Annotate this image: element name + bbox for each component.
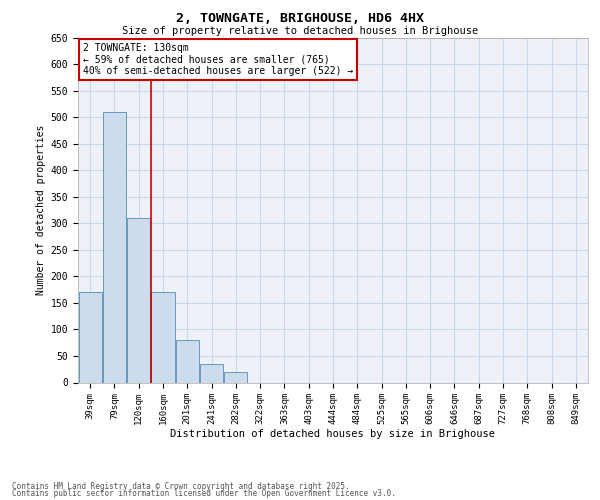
Bar bbox=[224, 372, 247, 382]
Bar bbox=[127, 218, 150, 382]
Text: 2, TOWNGATE, BRIGHOUSE, HD6 4HX: 2, TOWNGATE, BRIGHOUSE, HD6 4HX bbox=[176, 12, 424, 26]
Bar bbox=[151, 292, 175, 382]
X-axis label: Distribution of detached houses by size in Brighouse: Distribution of detached houses by size … bbox=[170, 428, 496, 438]
Text: 2 TOWNGATE: 130sqm
← 59% of detached houses are smaller (765)
40% of semi-detach: 2 TOWNGATE: 130sqm ← 59% of detached hou… bbox=[83, 42, 353, 76]
Bar bbox=[200, 364, 223, 382]
Text: Contains public sector information licensed under the Open Government Licence v3: Contains public sector information licen… bbox=[12, 489, 396, 498]
Bar bbox=[176, 340, 199, 382]
Text: Size of property relative to detached houses in Brighouse: Size of property relative to detached ho… bbox=[122, 26, 478, 36]
Bar bbox=[79, 292, 101, 382]
Text: Contains HM Land Registry data © Crown copyright and database right 2025.: Contains HM Land Registry data © Crown c… bbox=[12, 482, 350, 491]
Y-axis label: Number of detached properties: Number of detached properties bbox=[37, 125, 46, 295]
Bar bbox=[103, 112, 126, 382]
